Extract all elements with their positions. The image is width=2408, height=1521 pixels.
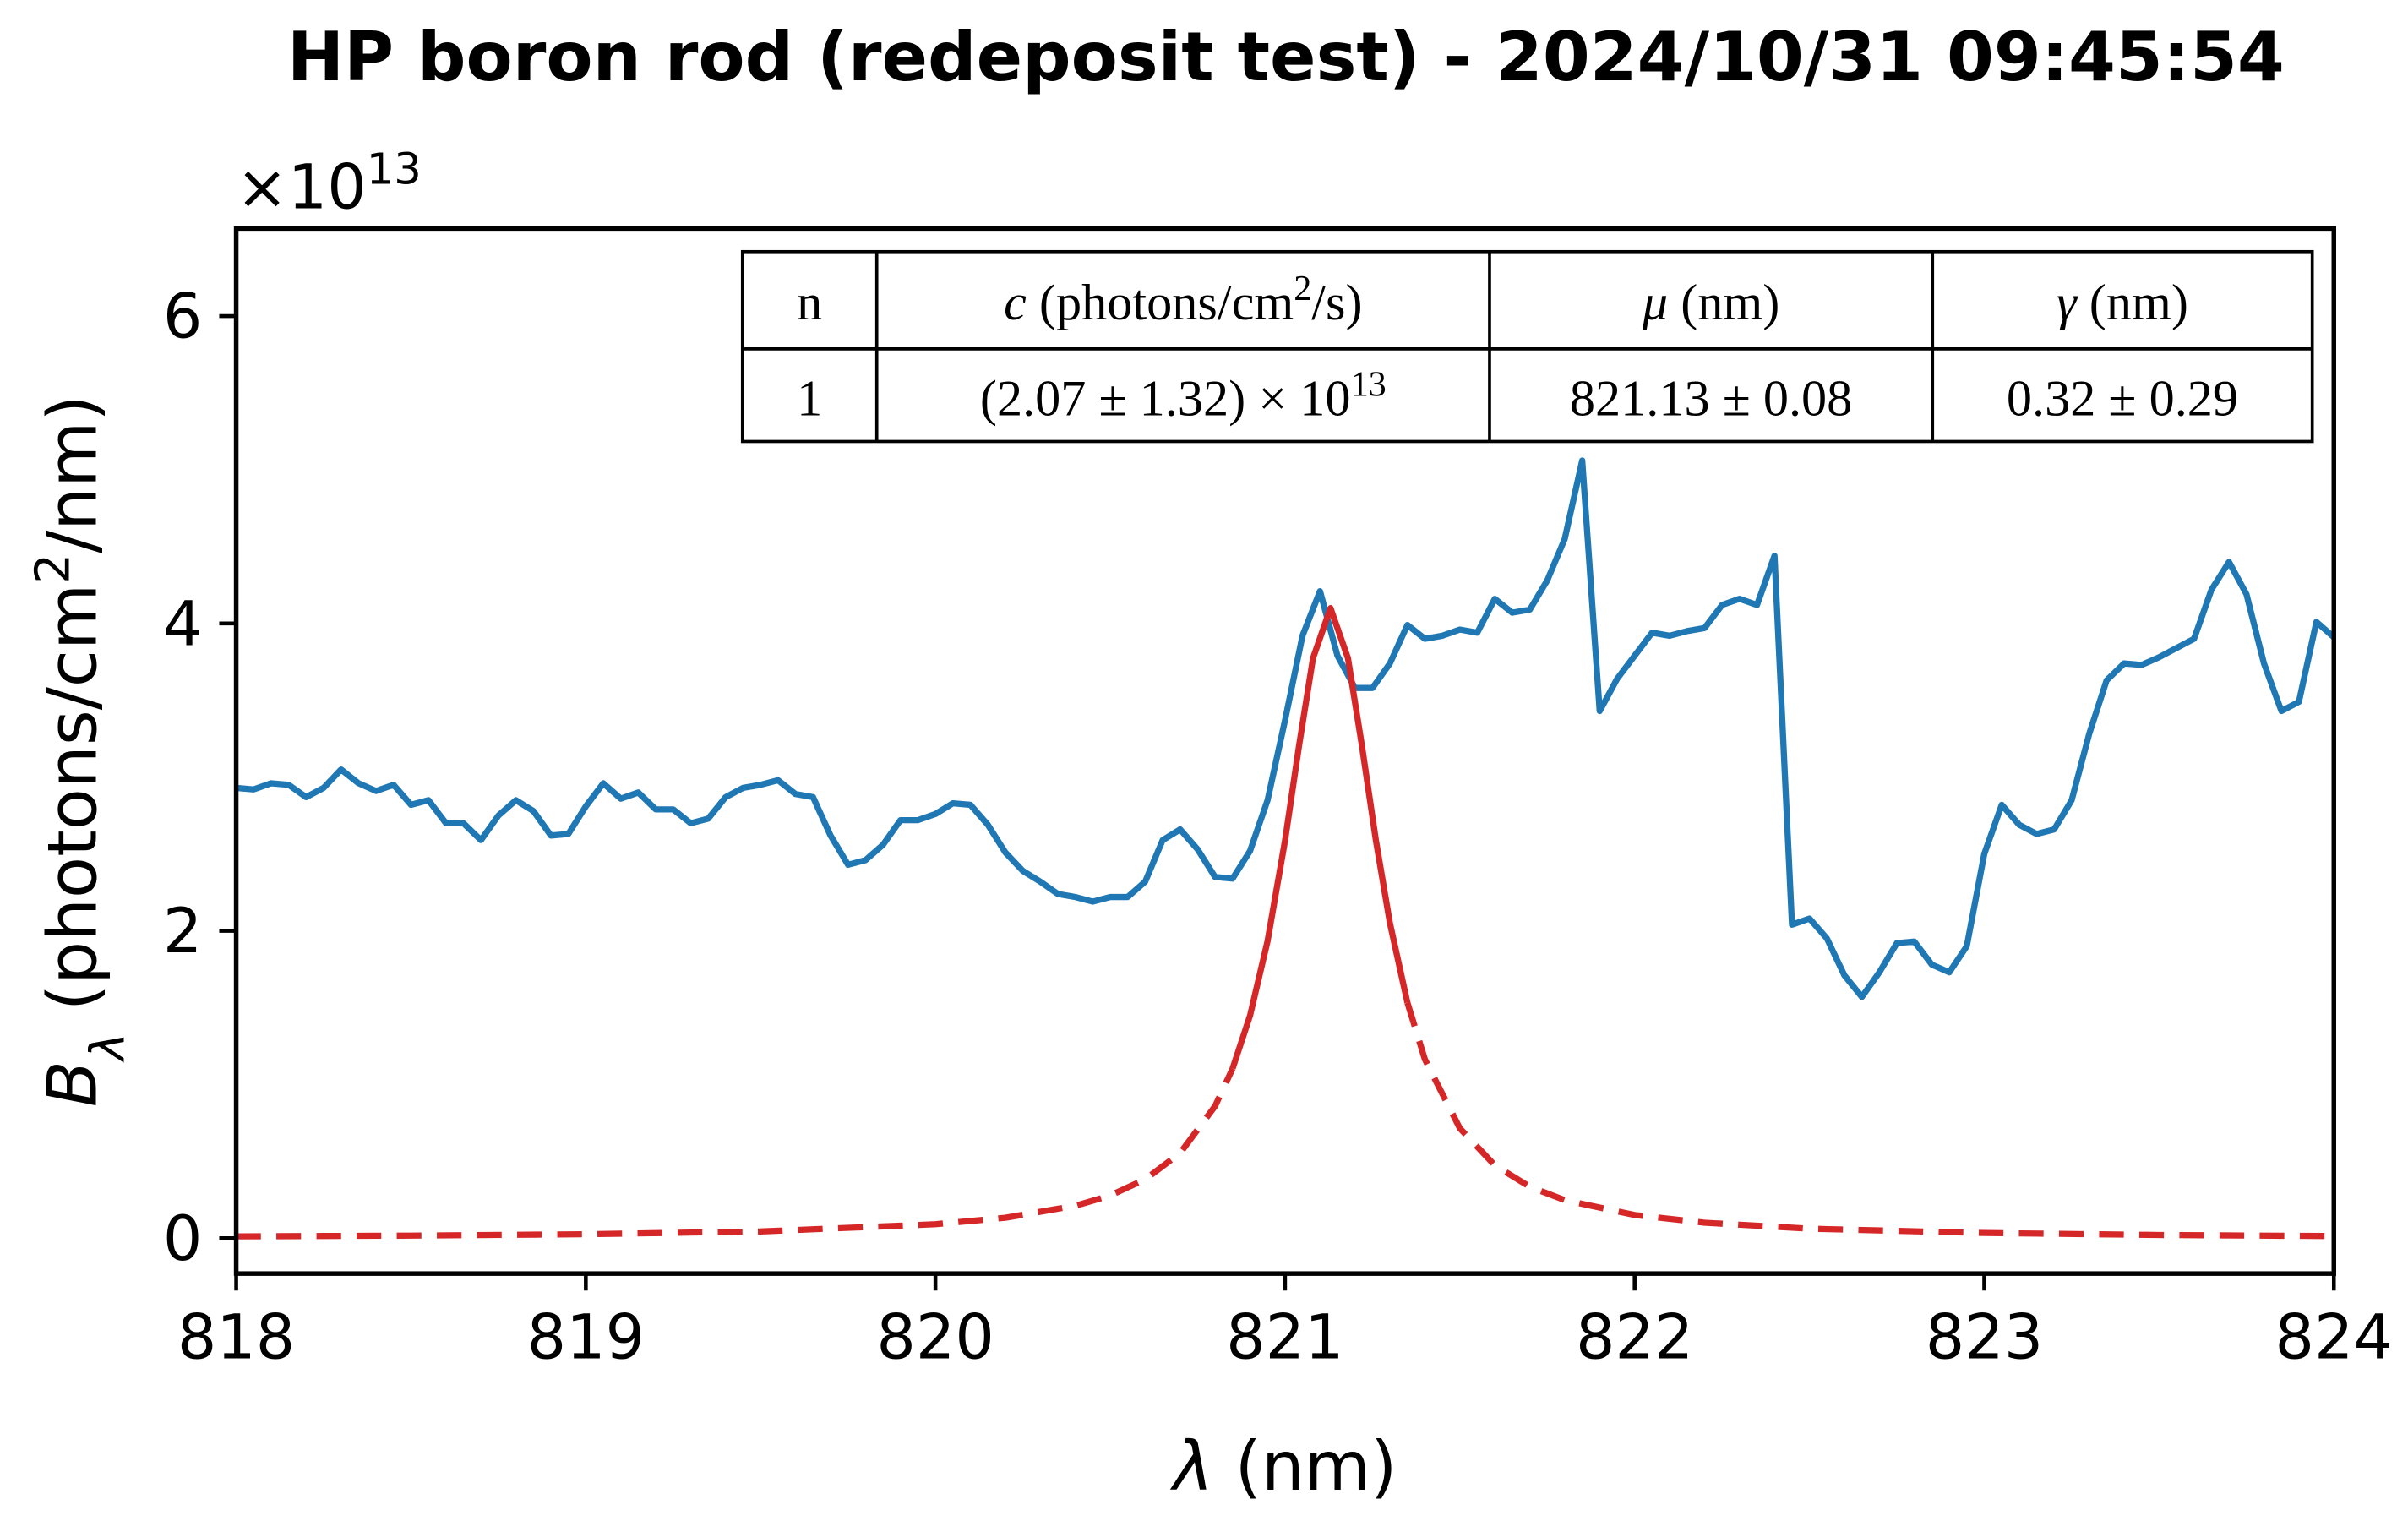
table-header-part: μ <box>1642 275 1668 331</box>
x-tick-label: 822 <box>1576 1302 1693 1374</box>
y-offset-text-part: ×10 <box>237 152 367 224</box>
table-header: n <box>797 275 822 331</box>
y-tick-label: 6 <box>163 281 203 353</box>
table-header-part: (photons/cm <box>1027 275 1294 331</box>
y-axis-label: Bλ (photons/cm2/nm) <box>25 395 135 1107</box>
table-header-part: /s) <box>1311 275 1362 331</box>
table-header-part: γ <box>2057 275 2078 331</box>
table-header-part: 2 <box>1294 269 1311 308</box>
x-tick-label: 818 <box>177 1302 295 1374</box>
x-tick-label: 824 <box>2275 1302 2393 1374</box>
table-cell-part: 13 <box>1351 364 1387 404</box>
table-header-part: (nm) <box>1668 275 1779 331</box>
y-axis-label-part: B <box>32 1060 112 1107</box>
y-axis-label-part: 2 <box>25 553 80 584</box>
table-frame <box>740 249 2314 444</box>
y-offset-text: ×1013 <box>237 144 422 224</box>
y-axis-label-part: λ <box>80 1033 135 1063</box>
y-tick-label: 0 <box>163 1203 203 1275</box>
table-header-part: c <box>1004 275 1027 331</box>
chart-title: HP boron rod (redeposit test) - 2024/10/… <box>287 17 2285 96</box>
table-header: μ (nm) <box>1642 275 1779 331</box>
table-cell: (2.07 ± 1.32) × 1013 <box>980 364 1387 428</box>
x-axis-label: λ (nm) <box>1169 1426 1397 1506</box>
table-cell: 821.13 ± 0.08 <box>1570 370 1852 427</box>
plot-frame <box>233 226 2336 1276</box>
y-tick-label: 4 <box>163 588 203 660</box>
x-tick-label: 820 <box>876 1302 994 1374</box>
y-offset-text-part: 13 <box>367 144 422 194</box>
data-line <box>236 1001 2334 1240</box>
x-tick-label: 819 <box>527 1302 645 1374</box>
y-axis-label-part: /nm) <box>32 395 112 553</box>
data-line <box>1229 604 1411 1070</box>
x-tick-label: 821 <box>1226 1302 1343 1374</box>
table-header: γ (nm) <box>2057 275 2188 331</box>
x-axis-label-part: (nm) <box>1213 1426 1397 1506</box>
table-cell: 1 <box>797 370 822 427</box>
y-tick-label: 2 <box>163 896 203 968</box>
data-line <box>236 457 2334 1000</box>
table-header: c (photons/cm2/s) <box>1004 269 1363 331</box>
table-header-part: (nm) <box>2077 275 2188 331</box>
table-cell: 0.32 ± 0.29 <box>2007 370 2238 427</box>
x-axis-label-part: λ <box>1169 1426 1213 1506</box>
x-tick-label: 823 <box>1926 1302 2043 1374</box>
y-axis-label-part: (photons/cm <box>32 584 112 1033</box>
table-cell-part: (2.07 ± 1.32) × 10 <box>980 370 1351 427</box>
